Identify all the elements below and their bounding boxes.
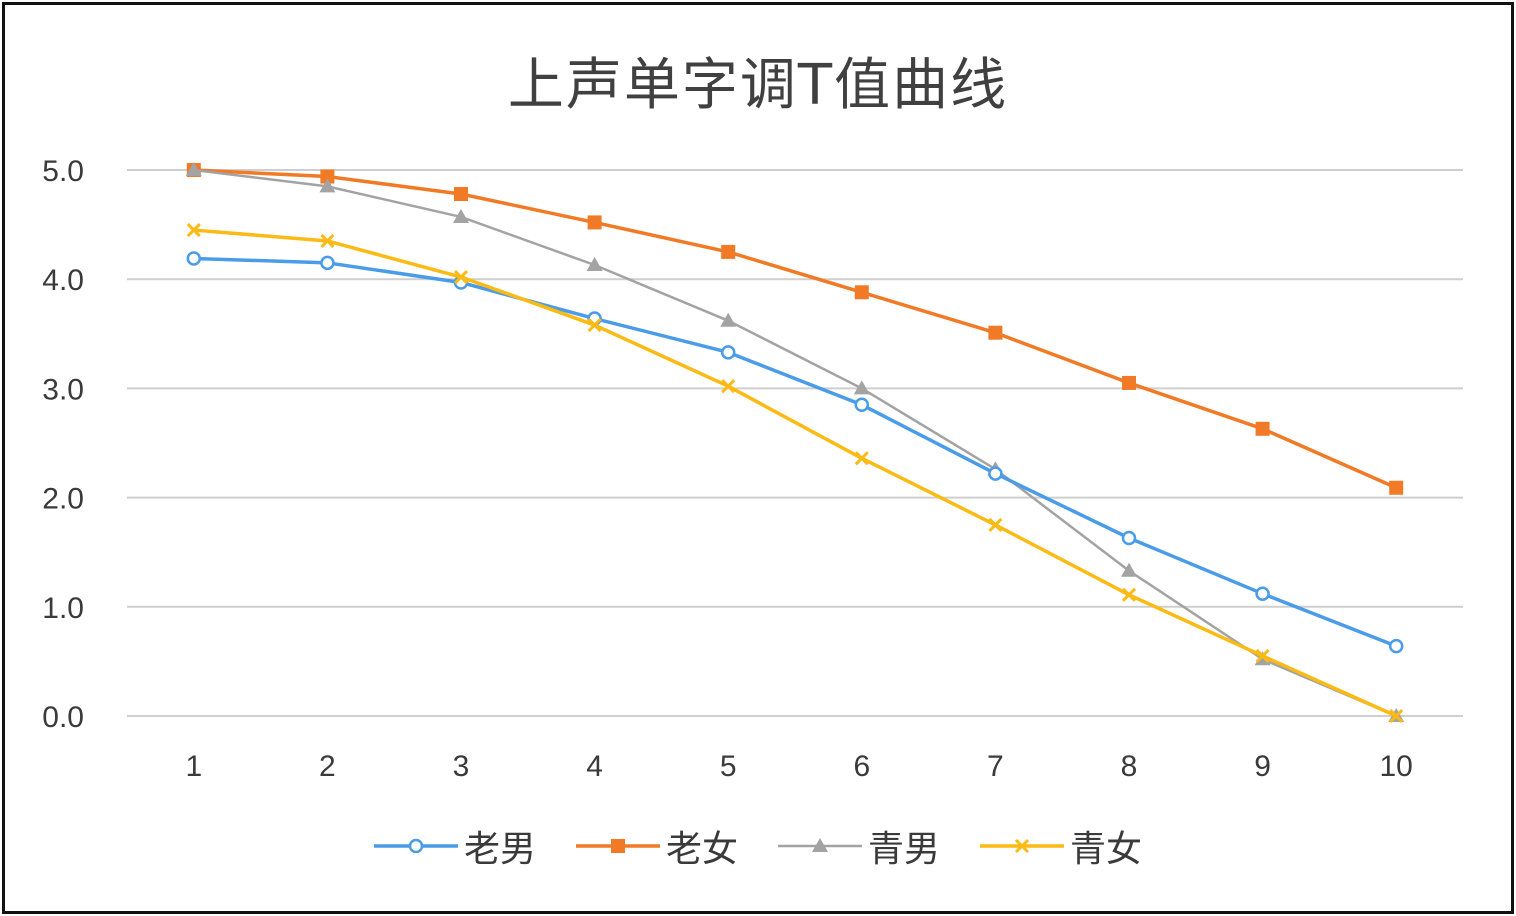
x-tick-label: 3: [453, 750, 470, 783]
data-point-triangle: [720, 312, 737, 327]
data-point-x: [854, 451, 869, 466]
x-tick-label: 9: [1254, 750, 1271, 783]
data-point-x: [1255, 648, 1270, 664]
chart-title: 上声单字调T值曲线: [507, 53, 1009, 118]
data-point-square: [320, 169, 335, 184]
data-point-triangle: [586, 257, 603, 272]
x-tick-label: 6: [853, 750, 870, 783]
data-point-circle: [854, 397, 870, 413]
data-point-triangle: [1121, 562, 1137, 577]
data-point-circle: [1121, 530, 1137, 546]
data-point-x: [186, 222, 201, 238]
y-tick-label: 3.0: [42, 373, 84, 406]
series-line-2: [193, 168, 1397, 490]
legend-swatch: [373, 838, 458, 854]
legend-item: 老女: [575, 820, 738, 872]
data-point-triangle: [453, 208, 469, 223]
data-point-circle: [186, 251, 202, 266]
chart-legend: 老男 老女 青男 青女: [0, 818, 1516, 874]
legend-label: 青男: [868, 829, 941, 870]
x-tick-label: 1: [185, 750, 202, 783]
data-point-circle: [1255, 586, 1270, 601]
data-point-square: [1389, 480, 1404, 495]
data-point-square: [454, 187, 468, 202]
data-point-x: [320, 233, 335, 249]
data-point-square: [587, 215, 602, 230]
data-point-x: [587, 318, 602, 333]
legend-item: 老男: [373, 820, 536, 872]
data-point-circle: [320, 255, 335, 271]
legend-item: 青女: [980, 820, 1142, 872]
data-point-triangle: [853, 380, 870, 395]
y-tick-label: 5.0: [42, 155, 84, 188]
x-tick-label: 7: [987, 750, 1004, 783]
data-point-square: [1255, 421, 1270, 436]
data-point-square: [988, 325, 1003, 340]
y-tick-label: 1.0: [42, 592, 84, 625]
data-point-triangle: [185, 162, 202, 176]
series-line-3: [193, 168, 1397, 718]
data-point-x: [1389, 708, 1404, 724]
legend-label: 老男: [463, 829, 536, 870]
y-tick-label: 4.0: [42, 264, 84, 297]
legend-marker: [408, 838, 424, 854]
data-point-circle: [720, 345, 736, 360]
data-point-square: [854, 285, 869, 300]
data-point-x: [453, 269, 469, 285]
x-tick-label: 2: [319, 750, 336, 783]
x-tick-label: 8: [1121, 750, 1138, 783]
data-point-x: [721, 379, 736, 394]
data-point-triangle: [319, 178, 336, 193]
legend-item: 青男: [778, 820, 940, 872]
legend-swatch: [778, 838, 862, 852]
data-point-square: [1122, 375, 1136, 390]
legend-swatch: [575, 839, 660, 853]
data-point-circle: [988, 466, 1003, 481]
legend-marker: [812, 838, 828, 852]
legend-marker: [1014, 838, 1030, 854]
x-tick-label: 10: [1380, 750, 1413, 783]
legend-label: 老女: [665, 829, 738, 870]
data-point-circle: [1388, 638, 1404, 654]
series-line-1: [193, 256, 1397, 648]
legend-label: 青女: [1070, 829, 1143, 870]
x-tick-label: 5: [720, 750, 737, 783]
y-tick-label: 0.0: [42, 701, 84, 734]
data-point-x: [1121, 587, 1137, 602]
y-tick-label: 2.0: [42, 483, 84, 516]
x-tick-label: 4: [586, 750, 603, 783]
legend-swatch: [980, 838, 1065, 854]
series-line-4: [193, 228, 1397, 718]
legend-marker: [610, 839, 625, 853]
data-point-x: [988, 517, 1003, 532]
data-point-square: [721, 244, 736, 259]
